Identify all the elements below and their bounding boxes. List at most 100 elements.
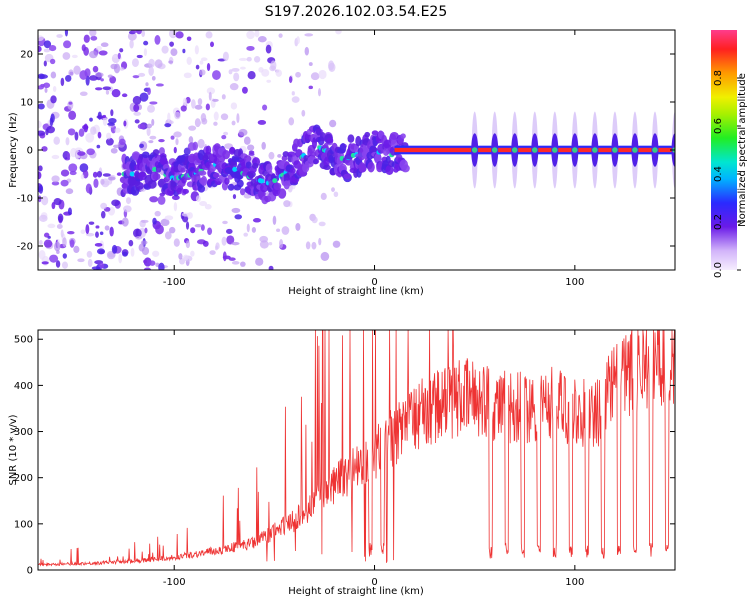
spectrogram-ridge-point	[227, 183, 235, 191]
spectrogram-noise-point	[195, 64, 200, 70]
spectrogram-noise-point	[221, 236, 227, 246]
spectrogram-noise-point	[246, 56, 252, 62]
spectrogram-noise-point	[73, 245, 80, 254]
spectrogram-noise-point	[96, 115, 104, 119]
spectrogram-noise-point	[194, 104, 203, 110]
spectrogram-ridge-point	[343, 173, 352, 180]
spectrogram-noise-point	[154, 210, 161, 217]
spectrogram-noise-point	[113, 144, 120, 149]
snr-series-line	[38, 330, 675, 567]
spectrogram-noise-point	[110, 109, 114, 117]
spectrogram-noise-point	[50, 71, 57, 79]
spectrogram-noise-point	[279, 239, 284, 249]
spectrogram-noise-point	[129, 39, 134, 49]
spectrogram-noise-point	[261, 69, 270, 77]
colorbar-tick-label: 0.2	[713, 214, 724, 230]
spectrogram-ytick-label: 20	[20, 50, 33, 61]
spectrogram-noise-point	[68, 69, 74, 77]
spectrogram-noise-point	[199, 69, 206, 76]
spectrogram-noise-point	[38, 103, 45, 110]
spectrogram-noise-point	[107, 74, 113, 79]
spectrogram-noise-point	[157, 195, 166, 205]
spectrogram-noise-point	[60, 77, 65, 87]
spectrogram-noise-point	[208, 91, 212, 101]
spectrogram-noise-point	[335, 30, 342, 35]
spectrogram-noise-point	[206, 87, 216, 95]
spectrogram-noise-point	[295, 222, 301, 231]
spectrogram-noise-point	[146, 126, 151, 137]
spectrogram-noise-point	[231, 261, 240, 265]
spectrogram-noise-point	[65, 75, 72, 82]
spectrogram-noise-point	[43, 232, 50, 238]
spectrogram-noise-point	[92, 171, 98, 178]
spectrogram-noise-point	[51, 181, 60, 186]
spectrogram-noise-point	[240, 261, 246, 267]
spectrogram-noise-point	[213, 111, 219, 121]
spectrogram-noise-point	[149, 101, 158, 105]
snr-panel: -100 0 100 0 100 200 300 400 500 Height of strai…	[8, 329, 676, 597]
spectrogram-noise-point	[85, 183, 92, 194]
spectrogram-noise-point	[143, 259, 147, 264]
spectrogram-noise-point	[38, 120, 42, 129]
spectrogram-noise-point	[174, 111, 181, 120]
spectrogram-noise-point	[197, 140, 201, 145]
spectrogram-noise-point	[139, 92, 149, 102]
spectrogram-noise-point	[275, 69, 282, 77]
spectrogram-noise-point	[213, 121, 218, 126]
spectrogram-noise-point	[333, 191, 339, 198]
spectrogram-noise-point	[238, 128, 248, 137]
spectrogram-noise-point	[111, 199, 120, 207]
spectrogram-noise-point	[318, 237, 322, 246]
spectrogram-noise-point	[38, 184, 44, 194]
spectrogram-noise-point	[205, 103, 210, 111]
spectrogram-ridge-point	[205, 145, 212, 155]
spectrogram-noise-point	[190, 250, 195, 257]
spectrogram-noise-point	[79, 70, 88, 80]
spectrogram-noise-point	[247, 70, 256, 80]
spectrogram-noise-point	[57, 213, 64, 223]
spectrogram-noise-point	[259, 240, 269, 249]
spectrogram-noise-point	[328, 62, 336, 72]
spectrogram-noise-point	[221, 94, 226, 100]
spectrogram-noise-point	[38, 73, 45, 80]
spectrogram-noise-point	[135, 236, 143, 240]
spectrogram-noise-point	[77, 258, 85, 263]
spectrogram-noise-point	[185, 221, 190, 230]
spectrogram-noise-point	[38, 35, 44, 42]
spectrogram-burst-core	[491, 147, 498, 153]
spectrogram-noise-point	[226, 235, 235, 245]
spectrogram-noise-point	[38, 165, 43, 172]
spectrogram-noise-point	[43, 82, 51, 89]
spectrogram-noise-point	[67, 128, 76, 136]
spectrogram-noise-point	[164, 231, 172, 240]
spectrogram-noise-point	[148, 66, 154, 76]
spectrogram-noise-point	[231, 207, 241, 214]
spectrogram-noise-point	[99, 231, 104, 236]
spectrogram-noise-point	[71, 54, 78, 59]
spectrogram-noise-point	[63, 40, 72, 49]
spectrogram-noise-point	[51, 154, 60, 160]
spectrogram-noise-point	[51, 175, 60, 183]
spectrogram-ridge-point	[315, 127, 322, 136]
spectrogram-noise-point	[78, 128, 85, 137]
spectrogram-noise-point	[155, 83, 164, 87]
spectrogram-noise-point	[125, 197, 132, 205]
spectrogram-noise-point	[143, 267, 152, 270]
spectrogram-ridge-point	[273, 182, 282, 191]
spectrogram-noise-point	[238, 57, 248, 61]
spectrogram-noise-point	[38, 171, 42, 180]
spectrogram-noise-point	[68, 163, 78, 173]
spectrogram-noise-point	[67, 231, 75, 235]
colorbar-ticks: 0.0 0.2 0.4 0.6 0.8	[713, 70, 741, 278]
spectrogram-noise-point	[195, 195, 201, 203]
spectrogram-noise-point	[133, 104, 140, 113]
spectrogram-noise-point	[51, 202, 56, 210]
spectrogram-noise-point	[132, 95, 142, 105]
spectrogram-noise-point	[151, 75, 156, 81]
spectrogram-noise-point	[233, 72, 240, 82]
spectrogram-noise-point	[73, 65, 81, 75]
spectrogram-noise-point	[83, 34, 90, 43]
spectrogram-ridge-point	[251, 162, 259, 169]
spectrogram-noise-point	[169, 226, 176, 234]
spectrogram-ridge-point	[311, 138, 317, 149]
